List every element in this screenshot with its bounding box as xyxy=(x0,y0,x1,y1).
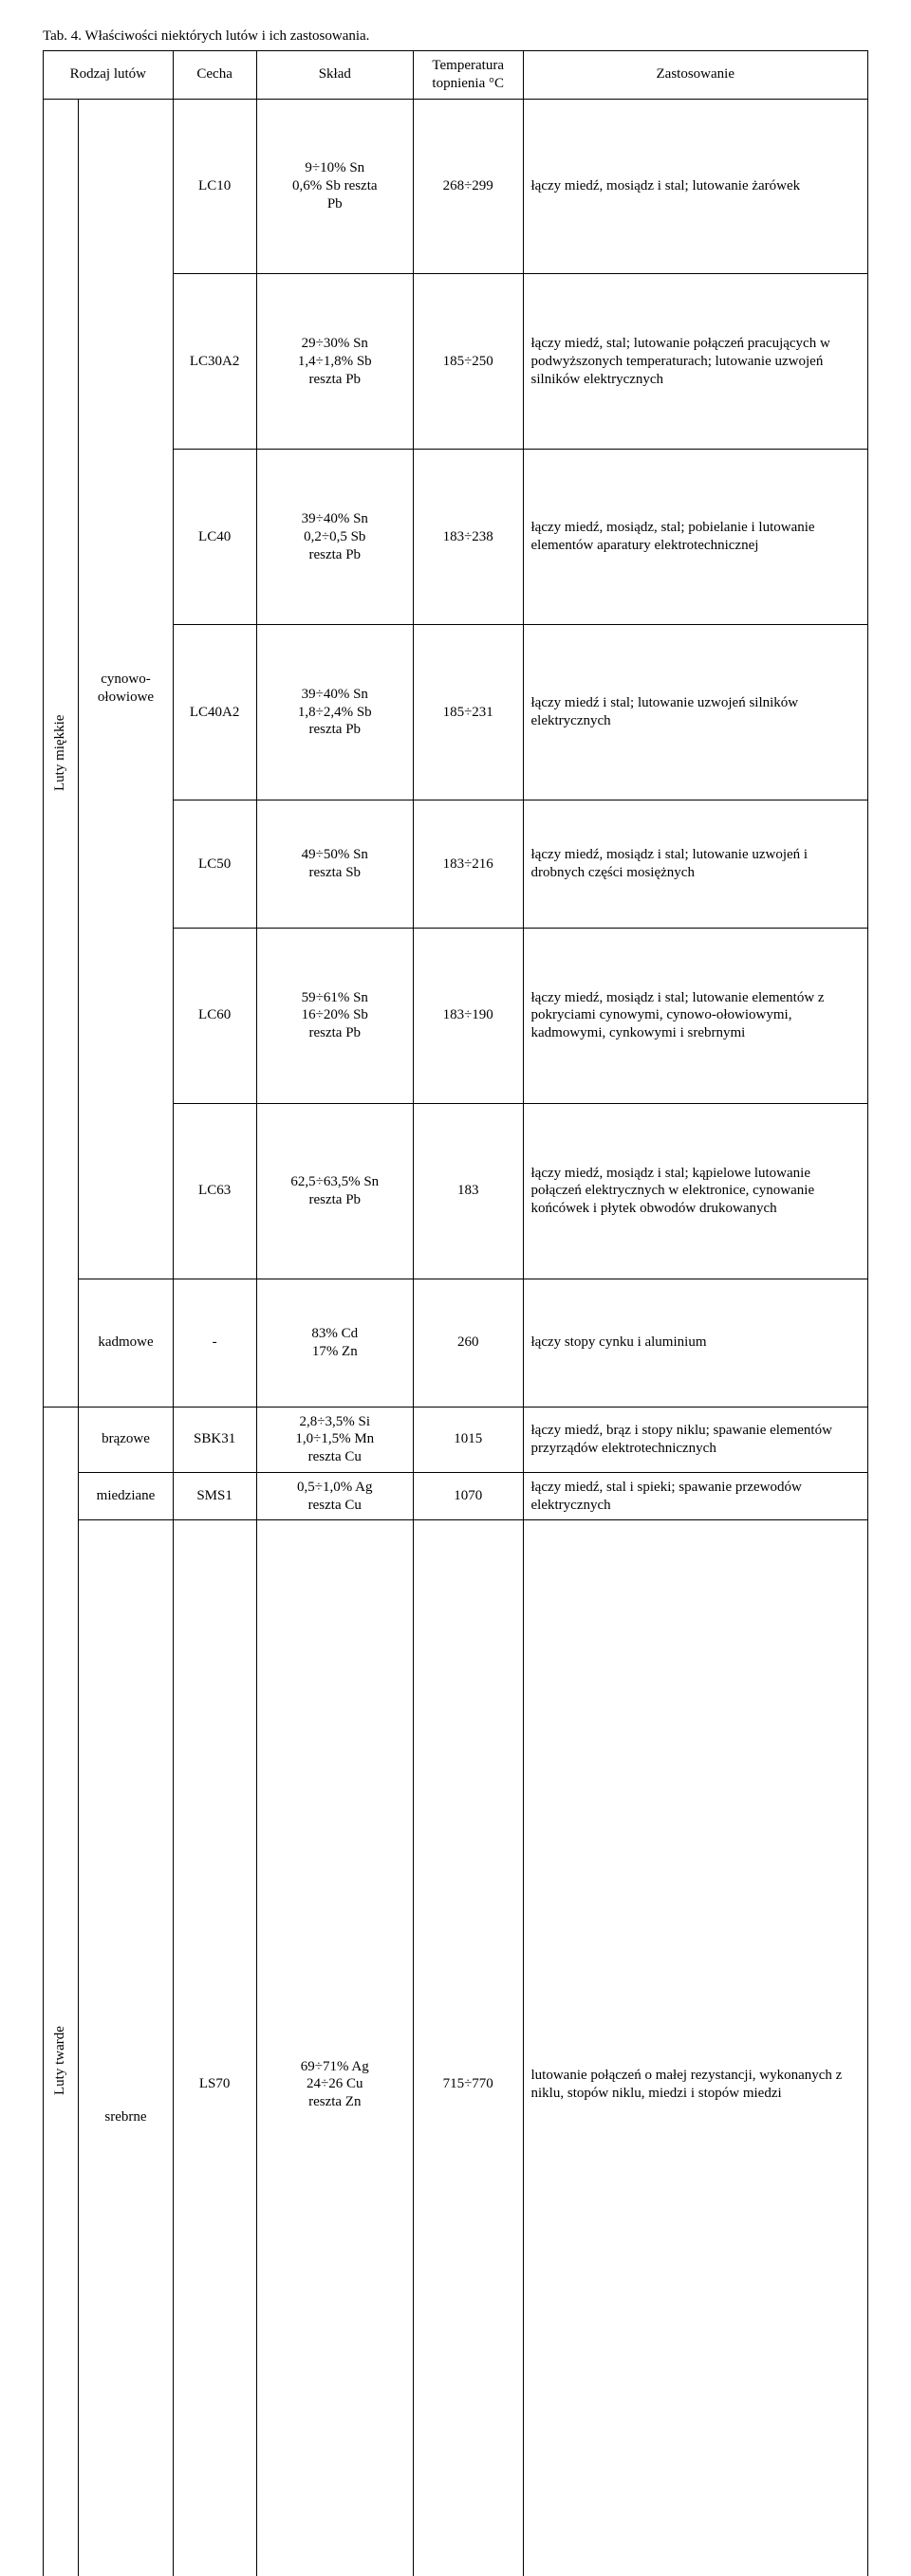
cell-temp: 1070 xyxy=(413,1472,523,1520)
cell-sklad: 2,8÷3,5% Si 1,0÷1,5% Mn reszta Cu xyxy=(256,1407,413,1472)
group-miedz: miedziane xyxy=(79,1472,173,1520)
cell-temp: 260 xyxy=(413,1279,523,1407)
hdr-temp: Temperatura topnienia °C xyxy=(413,51,523,100)
cell-cecha: - xyxy=(173,1279,256,1407)
cell-appl: łączy miedź, mosiądz i stal; lutowanie ż… xyxy=(523,99,867,274)
cell-cecha: SBK31 xyxy=(173,1407,256,1472)
cell-sklad: 0,5÷1,0% Ag reszta Cu xyxy=(256,1472,413,1520)
cell-appl: łączy miedź, mosiądz i stal; lutowanie e… xyxy=(523,928,867,1103)
table-row: miedziane SMS1 0,5÷1,0% Ag reszta Cu 107… xyxy=(44,1472,868,1520)
cell-sklad: 49÷50% Sn reszta Sb xyxy=(256,800,413,929)
table-row: kadmowe - 83% Cd 17% Zn 260 łączy stopy … xyxy=(44,1279,868,1407)
table-caption: Tab. 4. Właściwości niektórych lutów i i… xyxy=(43,28,868,45)
cell-temp: 183÷216 xyxy=(413,800,523,929)
cell-cecha: LS70 xyxy=(173,1520,256,2576)
cell-sklad: 69÷71% Ag 24÷26 Cu reszta Zn xyxy=(256,1520,413,2576)
cell-appl: łączy miedź, mosiądz i stal; kąpielowe l… xyxy=(523,1103,867,1279)
cell-temp: 715÷770 xyxy=(413,1520,523,2576)
cell-cecha: SMS1 xyxy=(173,1472,256,1520)
cell-sklad: 59÷61% Sn 16÷20% Sb reszta Pb xyxy=(256,928,413,1103)
cell-temp: 1015 xyxy=(413,1407,523,1472)
cell-sklad: 39÷40% Sn 0,2÷0,5 Sb reszta Pb xyxy=(256,450,413,625)
cell-temp: 185÷250 xyxy=(413,274,523,450)
cell-cecha: LC40 xyxy=(173,450,256,625)
cell-sklad: 9÷10% Sn 0,6% Sb reszta Pb xyxy=(256,99,413,274)
group-braz: brązowe xyxy=(79,1407,173,1472)
cell-temp: 183 xyxy=(413,1103,523,1279)
cell-cecha: LC30A2 xyxy=(173,274,256,450)
cell-cecha: LC40A2 xyxy=(173,625,256,800)
cell-cecha: LC10 xyxy=(173,99,256,274)
table-header-row: Rodzaj lutów Cecha Skład Temperatura top… xyxy=(44,51,868,100)
solder-table: Rodzaj lutów Cecha Skład Temperatura top… xyxy=(43,50,868,2576)
cell-cecha: LC63 xyxy=(173,1103,256,1279)
cell-temp: 183÷238 xyxy=(413,450,523,625)
cell-sklad: 83% Cd 17% Zn xyxy=(256,1279,413,1407)
cell-appl: łączy miedź, mosiądz i stal; lutowanie u… xyxy=(523,800,867,929)
group-kad: kadmowe xyxy=(79,1279,173,1407)
cell-sklad: 29÷30% Sn 1,4÷1,8% Sb reszta Pb xyxy=(256,274,413,450)
hdr-cecha: Cecha xyxy=(173,51,256,100)
cell-appl: łączy miedź, stal; lutowanie połączeń pr… xyxy=(523,274,867,450)
cell-appl: lutowanie połączeń o małej rezystancji, … xyxy=(523,1520,867,2576)
cell-appl: łączy miedź, brąz i stopy niklu; spawani… xyxy=(523,1407,867,1472)
hdr-sklad: Skład xyxy=(256,51,413,100)
group-miekkie: Luty miękkie xyxy=(49,105,71,1401)
hdr-rodzaj: Rodzaj lutów xyxy=(44,51,174,100)
cell-temp: 185÷231 xyxy=(413,625,523,800)
cell-sklad: 62,5÷63,5% Sn reszta Pb xyxy=(256,1103,413,1279)
cell-appl: łączy miedź, stal i spieki; spawanie prz… xyxy=(523,1472,867,1520)
cell-cecha: LC60 xyxy=(173,928,256,1103)
cell-appl: łączy stopy cynku i aluminium xyxy=(523,1279,867,1407)
table-row: Luty twarde brązowe SBK31 2,8÷3,5% Si 1,… xyxy=(44,1407,868,1472)
cell-appl: łączy miedź i stal; lutowanie uzwojeń si… xyxy=(523,625,867,800)
group-srebr: srebrne xyxy=(79,1520,173,2576)
cell-temp: 183÷190 xyxy=(413,928,523,1103)
group-cyn: cynowo-ołowiowe xyxy=(79,99,173,1279)
cell-temp: 268÷299 xyxy=(413,99,523,274)
cell-sklad: 39÷40% Sn 1,8÷2,4% Sb reszta Pb xyxy=(256,625,413,800)
group-twarde: Luty twarde xyxy=(49,1413,71,2576)
hdr-zast: Zastosowanie xyxy=(523,51,867,100)
cell-cecha: LC50 xyxy=(173,800,256,929)
cell-appl: łączy miedź, mosiądz, stal; pobielanie i… xyxy=(523,450,867,625)
table-row: srebrne LS70 69÷71% Ag 24÷26 Cu reszta Z… xyxy=(44,1520,868,2576)
table-row: Luty miękkie cynowo-ołowiowe LC10 9÷10% … xyxy=(44,99,868,274)
